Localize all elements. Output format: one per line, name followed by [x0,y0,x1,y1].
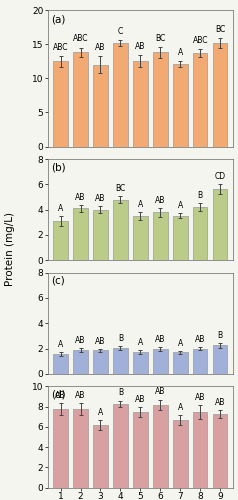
Text: A: A [58,340,63,348]
Bar [193,348,208,374]
Bar [93,425,108,488]
Text: A: A [138,338,143,347]
Text: B: B [198,192,203,200]
Text: (b): (b) [51,162,66,172]
Text: AB: AB [75,336,86,345]
Bar [93,210,108,260]
Text: AB: AB [95,336,106,345]
Text: AB: AB [195,392,205,402]
Bar [113,348,128,374]
Bar [53,408,68,488]
Text: CD: CD [215,172,226,182]
Bar [133,61,148,146]
Bar [153,349,168,374]
Text: AB: AB [75,390,86,400]
Text: (a): (a) [51,14,66,24]
Text: A: A [58,204,63,213]
Bar [133,352,148,374]
Text: A: A [178,202,183,210]
Text: AB: AB [135,394,146,404]
Text: B: B [118,334,123,343]
Text: A: A [98,408,103,416]
Bar [93,350,108,374]
Bar [53,61,68,146]
Bar [193,207,208,260]
Text: ABC: ABC [53,42,68,51]
Text: C: C [118,27,123,36]
Bar [173,216,188,260]
Bar [173,420,188,488]
Bar [213,43,228,146]
Text: AB: AB [75,192,86,202]
Text: Protein (mg/L): Protein (mg/L) [5,212,15,286]
Bar [133,412,148,488]
Bar [133,216,148,260]
Bar [173,64,188,146]
Bar [193,412,208,488]
Text: BC: BC [215,25,225,34]
Text: AB: AB [195,334,205,344]
Bar [53,221,68,260]
Bar [113,43,128,146]
Text: B: B [218,331,223,340]
Bar [213,190,228,260]
Text: AB: AB [155,336,166,344]
Bar [193,53,208,146]
Text: A: A [178,339,183,348]
Bar [113,200,128,260]
Bar [213,414,228,488]
Text: AB: AB [55,390,66,400]
Text: BC: BC [115,184,126,192]
Text: AB: AB [135,42,146,51]
Bar [173,352,188,374]
Bar [73,408,88,488]
Bar [73,208,88,260]
Text: AB: AB [95,44,106,52]
Bar [153,52,168,146]
Bar [73,350,88,374]
Bar [213,346,228,374]
Text: AB: AB [155,196,166,204]
Bar [153,404,168,487]
Text: B: B [118,388,123,398]
Text: AB: AB [155,388,166,396]
Bar [53,354,68,374]
Text: BC: BC [155,34,165,43]
Text: A: A [138,200,143,209]
Bar [153,212,168,260]
Text: ABC: ABC [193,36,208,45]
Text: A: A [178,48,183,57]
Text: AB: AB [215,398,225,406]
Text: A: A [178,402,183,411]
Text: AB: AB [95,194,106,203]
Bar [113,404,128,487]
Bar [93,64,108,146]
Text: (d): (d) [51,390,66,400]
Bar [73,52,88,146]
Text: ABC: ABC [73,34,88,43]
Text: (c): (c) [51,276,65,285]
